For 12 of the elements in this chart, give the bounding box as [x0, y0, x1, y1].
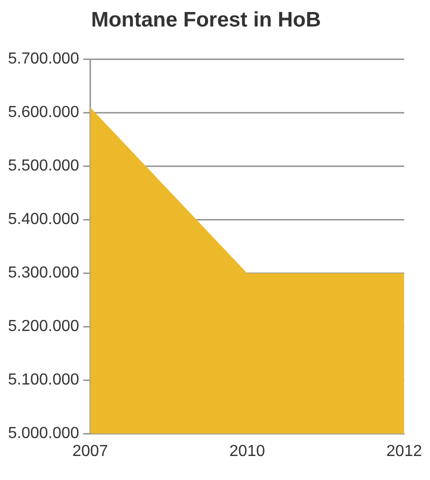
x-tick-label: 2010 — [229, 442, 266, 460]
y-tick-label: 5.300.000 — [8, 264, 80, 282]
y-tick-label: 5.500.000 — [8, 158, 80, 175]
chart-title: Montane Forest in HoB — [91, 8, 321, 32]
y-tick-label: 5.600.000 — [8, 104, 80, 122]
y-tick-label: 5.100.000 — [8, 372, 80, 389]
y-tick-label: 5.200.000 — [8, 318, 80, 336]
y-tick-label: 5.400.000 — [8, 211, 80, 228]
y-tick-label: 5.000.000 — [8, 425, 80, 442]
y-tick-label: 5.700.000 — [8, 50, 80, 68]
x-tick-label: 2007 — [72, 442, 108, 460]
x-tick-label: 2012 — [386, 442, 422, 460]
